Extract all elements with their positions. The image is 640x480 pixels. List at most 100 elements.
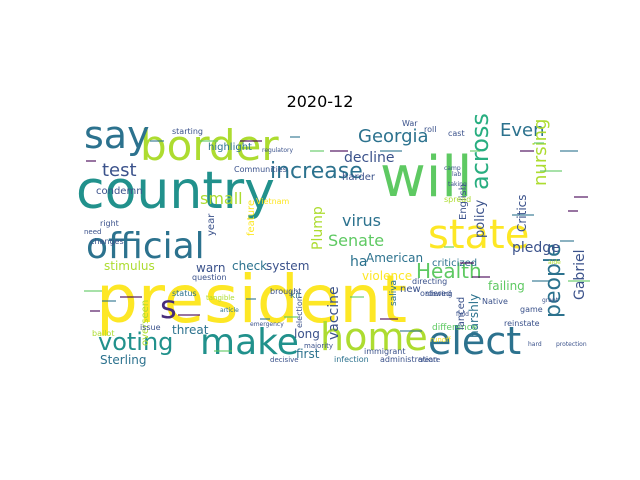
filler-word-mark (540, 170, 562, 172)
word-will: will (380, 145, 472, 210)
word-first: first (296, 347, 320, 361)
filler-word-mark (470, 150, 480, 152)
filler-word-mark (534, 142, 544, 144)
word-plump: Plump (310, 206, 326, 250)
word-small: small (200, 189, 243, 208)
word-right: right (100, 219, 119, 228)
word-lab: lab (452, 171, 461, 178)
word-official: official (86, 226, 205, 267)
filler-word-mark (150, 140, 164, 142)
word-nursing: nursing (530, 119, 551, 186)
word-question: question (192, 273, 227, 282)
word-protection: protection (556, 341, 587, 348)
word-lanced: lanced (456, 297, 467, 330)
word-camp: camp (444, 165, 461, 172)
word-starting: starting (172, 127, 203, 136)
word-sterling: Sterling (100, 353, 147, 367)
word-state: state (428, 212, 529, 258)
word-threat: threat (172, 323, 209, 337)
word-roll: roll (424, 125, 436, 134)
word-georgia: Georgia (358, 126, 429, 147)
word-cast: cast (448, 129, 465, 138)
word-stimulus: stimulus (104, 259, 155, 273)
word-majority: majority (304, 342, 333, 350)
word-highlight: highlight (208, 142, 252, 153)
word-failing: failing (488, 279, 525, 293)
filler-word-mark (290, 136, 300, 138)
word-long: long (294, 327, 320, 341)
word-need: need (84, 228, 102, 236)
word-gabriel: Gabriel (572, 250, 588, 300)
word-issue: issue (140, 323, 161, 332)
filler-word-mark (560, 240, 574, 242)
filler-word-mark (246, 298, 256, 300)
filler-word-mark (520, 150, 534, 152)
filler-word-mark (178, 314, 200, 316)
word-virus: virus (342, 211, 381, 230)
word-ha: ha (350, 254, 367, 270)
word-decisive: decisive (270, 356, 299, 364)
word-year: year (206, 213, 217, 236)
word-brought: brought (270, 287, 301, 296)
word-country: country (76, 161, 275, 221)
word-taking: taking (448, 181, 467, 188)
filler-word-mark (120, 296, 142, 298)
word-say: say (84, 113, 150, 157)
word-home: home (320, 315, 428, 359)
word-emergency: emergency (250, 321, 284, 328)
word-slowing: slowing (426, 290, 452, 298)
word-elect: elect (428, 319, 521, 363)
filler-word-mark (444, 246, 454, 248)
word-grant: grant (542, 297, 559, 304)
word-vaccine: vaccine (326, 286, 342, 340)
filler-word-mark (532, 280, 550, 282)
word-regulatory: regulatory (262, 147, 293, 154)
word-s: s (160, 288, 177, 326)
word-difference: difference (432, 323, 478, 333)
filler-word-mark (240, 140, 262, 142)
word-native: Native (482, 297, 508, 306)
word-voting: voting (98, 328, 173, 356)
word-saliva: saliva (389, 280, 399, 306)
word-criticized: criticized (432, 258, 477, 269)
word-new: new (400, 284, 421, 295)
filler-word-mark (200, 140, 218, 142)
filler-word-mark (380, 318, 398, 320)
word-war: War (402, 119, 418, 128)
word-pledge: pledge (512, 240, 560, 256)
word-reinstate: reinstate (504, 319, 540, 328)
word-even: Even (500, 120, 545, 141)
word-harder: harder (342, 172, 376, 183)
word-article: article (220, 307, 239, 314)
word-immigrant: immigrant (364, 347, 406, 356)
filler-word-mark (574, 196, 588, 198)
word-english: English (458, 184, 469, 220)
filler-word-mark (400, 330, 422, 332)
word-ballot: ballot (92, 329, 114, 338)
word-policy: policy (473, 199, 488, 238)
word-make: make (200, 322, 299, 363)
filler-word-mark (472, 276, 490, 278)
word-game: game (520, 305, 543, 314)
filler-word-mark (86, 160, 96, 162)
word-directing: directing (412, 277, 447, 286)
filler-word-mark (284, 316, 298, 318)
filler-word-mark (512, 214, 534, 216)
word-critics: Critics (515, 194, 529, 232)
word-american: American (366, 251, 423, 265)
word-status: status (172, 289, 197, 298)
filler-word-mark (310, 150, 324, 152)
filler-word-mark (214, 350, 232, 352)
filler-word-mark (90, 310, 100, 312)
filler-word-mark (460, 262, 474, 264)
word-warn: warn (196, 261, 226, 275)
word-harshly: harshly (467, 294, 481, 338)
word-violence: violence (362, 269, 412, 283)
word-check: check (232, 259, 267, 273)
filler-word-mark (330, 150, 348, 152)
word-condemn: condemn (96, 186, 143, 197)
word-feature: feature (246, 200, 257, 236)
word-communities: Communities (234, 165, 287, 174)
word-administration: administration (380, 355, 438, 364)
